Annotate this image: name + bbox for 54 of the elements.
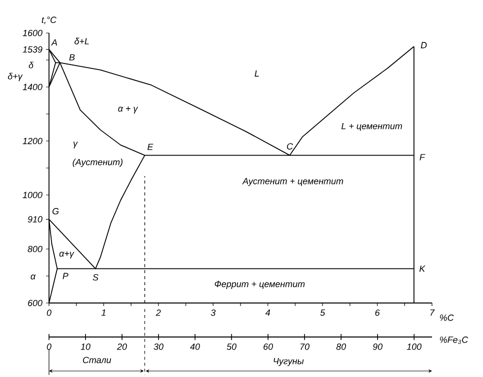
- x2-axis-title: %Fe$_{3}$C: [440, 336, 468, 344]
- x-tick-label: 4: [265, 310, 270, 316]
- annotation: α + γ: [118, 106, 138, 114]
- x-tick-label: 2: [156, 310, 161, 316]
- annotation: α+γ: [59, 251, 74, 258]
- x-tick-label: 1: [101, 310, 106, 316]
- annotation: P: [62, 272, 68, 280]
- annotation: L: [254, 70, 259, 77]
- text: δ+γ: [8, 72, 23, 82]
- annotation: F: [420, 154, 426, 160]
- annotation: γ: [74, 142, 78, 148]
- x2-tick-label: 90: [372, 344, 383, 350]
- x2-tick-label: 10: [80, 344, 90, 350]
- y-tick-label: 800: [28, 246, 42, 252]
- annotation: B: [69, 54, 75, 60]
- x2-tick-label: 40: [190, 344, 200, 350]
- x-tick-label: 6: [375, 310, 380, 316]
- x-axis-title: %C: [440, 314, 454, 321]
- y-tick-label: 1400: [22, 84, 42, 90]
- annotation: C: [287, 143, 294, 150]
- x-tick-label: 3: [210, 310, 216, 316]
- annotation: Аустенит + цементит: [242, 178, 344, 186]
- text: Чугуны: [274, 358, 304, 366]
- x2-tick-label: 80: [336, 344, 346, 350]
- y-tick-label: 1600: [22, 30, 42, 36]
- y-tick-label: 1200: [22, 138, 42, 144]
- annotation: A: [51, 39, 57, 46]
- y-tick-label: 600: [28, 300, 42, 306]
- x2-tick-label: 20: [116, 344, 127, 350]
- annotation: L + цементит: [341, 122, 402, 131]
- y-axis-title: t,°C: [42, 16, 57, 24]
- annotation: S: [92, 274, 98, 281]
- text: δ: [28, 62, 34, 68]
- annotation: G: [52, 208, 59, 214]
- x2-tick-label: 60: [264, 344, 273, 350]
- text: α: [30, 274, 36, 280]
- annotation: δ+L: [74, 38, 89, 44]
- annotation: D: [420, 42, 427, 48]
- x2-tick-label: 100: [406, 344, 422, 350]
- y-tick-label: 1000: [22, 192, 42, 198]
- y-tick-label: 910: [28, 216, 42, 222]
- annotation: K: [419, 266, 426, 272]
- y-tick-label: 1539: [22, 46, 42, 53]
- x2-tick-label: 50: [226, 344, 236, 350]
- text: Стали: [82, 356, 112, 364]
- x-tick-label: 5: [320, 310, 326, 316]
- x-tick-label: 0: [46, 310, 52, 316]
- x2-tick-label: 70: [300, 344, 310, 350]
- x-tick-label: 7: [430, 310, 435, 316]
- x2-tick-label: 0: [46, 344, 52, 350]
- annotation: (Аустенит): [72, 158, 122, 168]
- annotation: Феррит + цементит: [214, 280, 305, 289]
- annotation: E: [148, 144, 154, 150]
- x2-tick-label: 30: [154, 344, 164, 350]
